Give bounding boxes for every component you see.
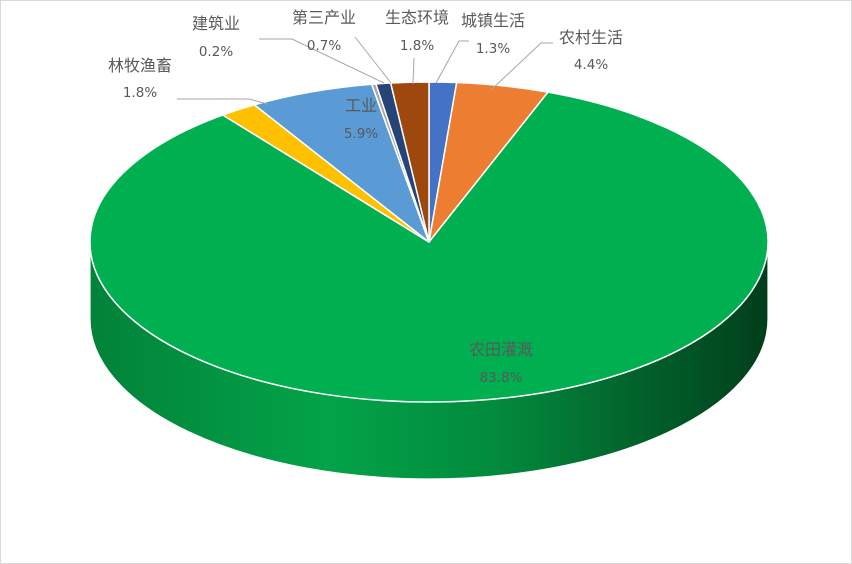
slice-value-2: 83.8% (480, 370, 523, 386)
slice-value-7: 1.8% (400, 38, 434, 54)
pie-slice-2 (89, 91, 769, 403)
slice-value-3: 1.8% (123, 85, 157, 101)
slice-label-6: 第三产业 (292, 8, 356, 27)
slice-value-5: 0.2% (199, 44, 233, 60)
slice-label-0: 城镇生活 (461, 11, 525, 30)
slice-label-3: 林牧渔畜 (108, 56, 172, 75)
slice-label-1: 农村生活 (559, 28, 623, 47)
slice-label-7: 生态环境 (385, 8, 449, 27)
leader-line-7 (412, 57, 415, 85)
slice-label-5: 建筑业 (192, 14, 240, 33)
leader-line-0 (435, 40, 469, 84)
slice-value-1: 4.4% (574, 57, 608, 73)
leader-line-1 (490, 42, 553, 91)
leader-line-5 (259, 38, 385, 84)
slice-label-2: 农田灌溉 (469, 340, 533, 359)
slice-value-6: 0.7% (307, 38, 341, 54)
slice-value-0: 1.3% (476, 41, 510, 57)
leader-line-3 (177, 98, 268, 105)
slice-value-4: 5.9% (344, 126, 378, 142)
leader-line-6 (354, 36, 392, 84)
slice-label-4: 工业 (345, 96, 377, 115)
